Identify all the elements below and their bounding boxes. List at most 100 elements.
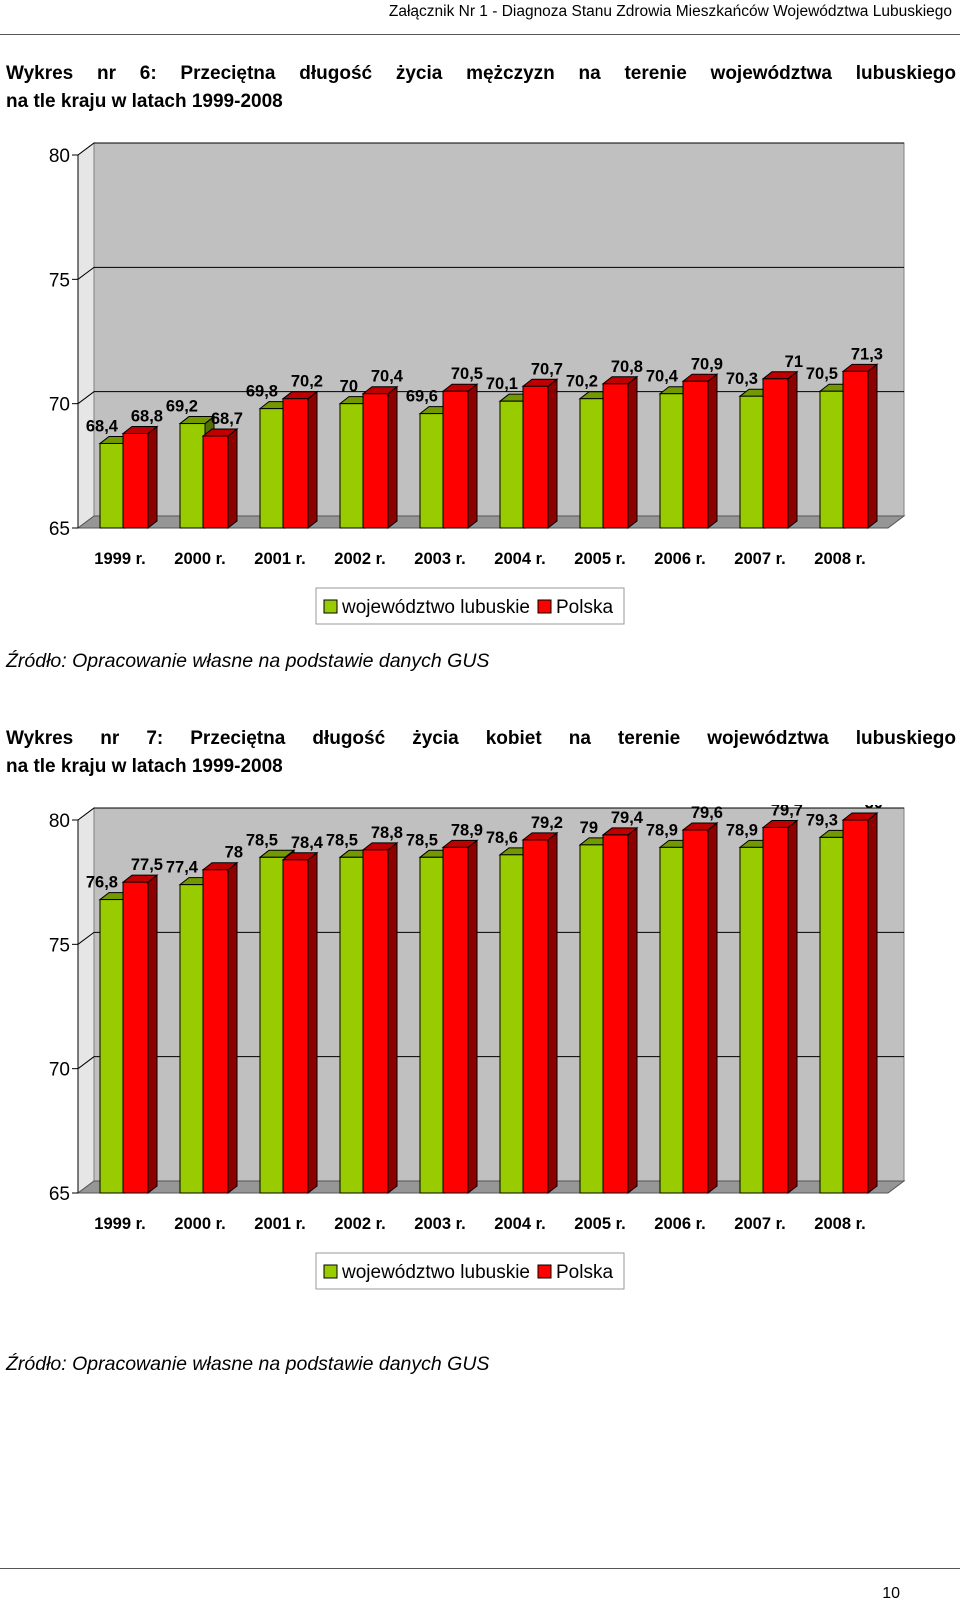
y-tick-label: 75 [49, 935, 70, 956]
data-label: 68,8 [131, 408, 163, 426]
chart-7-source: Źródło: Opracowanie własne na podstawie … [6, 1353, 490, 1375]
bar-lubuskie [99, 899, 126, 1194]
bar-side [707, 821, 718, 1195]
chart-6-source: Źródło: Opracowanie własne na podstawie … [6, 650, 490, 672]
y-tick-label: 70 [49, 1060, 70, 1081]
data-label: 78,9 [451, 821, 483, 839]
data-label: 80 [865, 805, 883, 812]
category-label: 2006 r. [654, 550, 705, 568]
bar-lubuskie [99, 442, 126, 529]
page-number: 10 [882, 1585, 900, 1602]
data-label: 70,5 [451, 365, 483, 383]
bar-lubuskie [179, 423, 206, 529]
data-label: 70,9 [691, 355, 723, 373]
bar-lubuskie [259, 408, 286, 529]
category-label: 2004 r. [494, 550, 545, 568]
data-label: 79,2 [531, 814, 563, 832]
data-label: 77,4 [166, 859, 199, 877]
bar-lubuskie [739, 846, 766, 1194]
legend-label: województwo lubuskie [341, 597, 530, 618]
bar-polska [122, 881, 149, 1194]
category-label: 2004 r. [494, 1215, 545, 1233]
chart-6-caption: Wykres nr 6: Przeciętna długość życia mę… [6, 60, 956, 116]
bar-lubuskie [659, 846, 686, 1194]
legend-swatch-polska [537, 1264, 552, 1279]
bar-lubuskie [819, 390, 846, 529]
data-label: 79,4 [611, 809, 644, 827]
bar-lubuskie [179, 884, 206, 1194]
page-header: Załącznik Nr 1 - Diagnoza Stanu Zdrowia … [0, 0, 960, 35]
legend-swatch-lubuskie [323, 1264, 338, 1279]
bar-lubuskie [259, 856, 286, 1194]
bar-polska [282, 859, 309, 1194]
data-label: 79,3 [806, 811, 838, 829]
bar-lubuskie [659, 393, 686, 529]
data-label: 79,7 [771, 805, 803, 819]
y-tick-label: 80 [49, 811, 70, 832]
data-label: 70,8 [611, 358, 643, 376]
bar-lubuskie [339, 403, 366, 529]
data-label: 78,8 [371, 824, 403, 842]
data-label: 70,2 [291, 373, 323, 391]
bar-side [787, 370, 798, 530]
y-tick-label: 70 [49, 395, 70, 416]
bar-side [707, 373, 718, 530]
category-label: 2003 r. [414, 1215, 465, 1233]
bar-side [867, 811, 878, 1195]
category-label: 2001 r. [254, 1215, 305, 1233]
bar-lubuskie [579, 398, 606, 529]
y-tick-label: 65 [49, 1184, 70, 1205]
bar-polska [442, 846, 469, 1194]
data-label: 70,4 [646, 368, 679, 386]
data-label: 77,5 [131, 856, 163, 874]
data-label: 79,6 [691, 805, 723, 822]
gridline [77, 142, 904, 156]
bar-polska [122, 433, 149, 529]
data-label: 70,1 [486, 375, 518, 393]
chart-6-caption-line2: na tle kraju w latach 1999-2008 [6, 91, 283, 112]
bar-polska [842, 819, 869, 1194]
category-label: 2007 r. [734, 1215, 785, 1233]
bar-lubuskie [419, 413, 446, 529]
bar-side [387, 841, 398, 1195]
data-label: 71,3 [851, 345, 883, 363]
bar-polska [682, 829, 709, 1194]
category-label: 2000 r. [174, 550, 225, 568]
y-tick-label: 65 [49, 519, 70, 540]
data-label: 78 [225, 844, 243, 862]
data-label: 69,6 [406, 388, 438, 406]
category-label: 2006 r. [654, 1215, 705, 1233]
category-label: 2000 r. [174, 1215, 225, 1233]
data-label: 78,5 [246, 831, 278, 849]
category-label: 2007 r. [734, 550, 785, 568]
bar-polska [762, 378, 789, 529]
data-label: 78,4 [291, 834, 324, 852]
bar-side [227, 427, 238, 530]
plot-side-wall [77, 807, 95, 1194]
bar-side [227, 861, 238, 1195]
data-label: 78,6 [486, 829, 518, 847]
data-label: 70 [340, 378, 358, 396]
bar-polska [362, 393, 389, 529]
y-tick-label: 80 [49, 146, 70, 167]
bar-side [627, 826, 638, 1195]
bar-lubuskie [579, 844, 606, 1194]
legend-box [315, 587, 625, 625]
bar-lubuskie [499, 854, 526, 1194]
bar-lubuskie [419, 856, 446, 1194]
bar-side [307, 390, 318, 530]
bar-side [787, 819, 798, 1195]
category-label: 2001 r. [254, 550, 305, 568]
bar-side [307, 851, 318, 1195]
legend-label: Polska [556, 597, 613, 618]
bar-lubuskie [739, 395, 766, 529]
data-label: 70,7 [531, 360, 563, 378]
bar-side [147, 874, 158, 1195]
data-label: 70,5 [806, 365, 838, 383]
category-label: 2008 r. [814, 1215, 865, 1233]
chart-6-svg: 80 75 70 65 68,4 68,8 1999 r. 69,2 68,7 2000 r. 69… [49, 142, 906, 625]
bar-lubuskie [819, 836, 846, 1194]
category-label: 2005 r. [574, 1215, 625, 1233]
category-label: 2002 r. [334, 1215, 385, 1233]
data-label: 68,4 [86, 417, 119, 435]
